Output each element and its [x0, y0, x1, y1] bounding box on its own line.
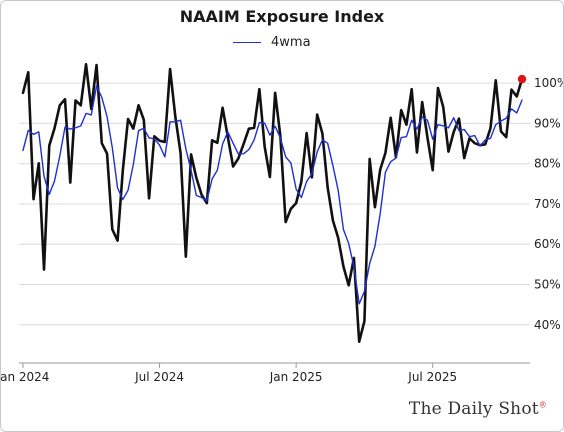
x-tick-label: Jul 2024	[134, 370, 184, 384]
last-point-marker	[517, 74, 527, 84]
x-tick-label: Jan 2025	[269, 370, 323, 384]
y-tick-label: 100%	[534, 76, 563, 90]
y-tick-label: 80%	[534, 157, 561, 171]
legend-label-4wma: 4wma	[271, 35, 311, 50]
y-tick-label: 40%	[534, 318, 561, 332]
x-tick-label: Jan 2024	[1, 370, 49, 384]
legend-swatch-4wma	[233, 42, 261, 43]
y-tick-label: 70%	[534, 197, 561, 211]
legend: 4wma	[233, 35, 311, 50]
series-line-4wma	[22, 85, 523, 305]
series-line-index	[21, 62, 524, 343]
y-tick-label: 60%	[534, 237, 561, 251]
brand-logo: The Daily Shot®	[408, 399, 547, 419]
y-tick-label: 50%	[534, 278, 561, 292]
x-tick-label: Jul 2025	[407, 370, 457, 384]
y-tick-label: 90%	[534, 116, 561, 130]
chart-title: NAAIM Exposure Index	[179, 7, 385, 26]
